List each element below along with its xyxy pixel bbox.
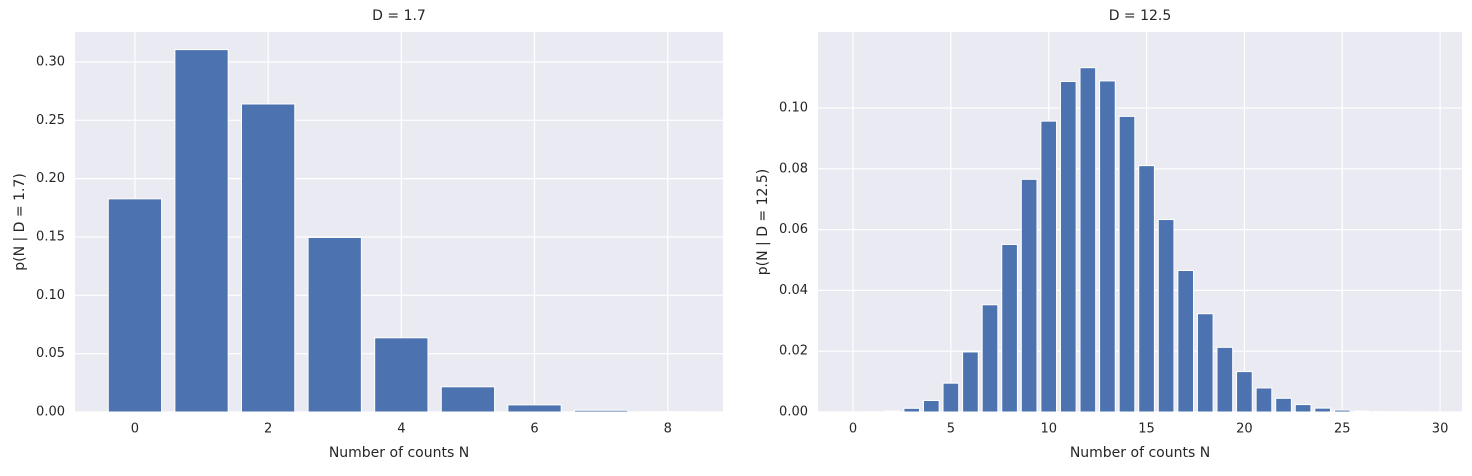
- bar: [508, 405, 561, 412]
- bar: [1256, 388, 1272, 412]
- y-tick-label: 0.10: [779, 101, 808, 116]
- bar: [1197, 314, 1213, 412]
- bar: [1021, 179, 1037, 412]
- x-tick-label: 20: [1236, 422, 1253, 437]
- x-tick-label: 15: [1138, 422, 1155, 437]
- bar: [1237, 372, 1253, 412]
- x-tick-label: 0: [849, 422, 857, 437]
- bar: [1041, 121, 1057, 412]
- y-tick-label: 0.10: [36, 288, 65, 303]
- x-tick-label: 5: [947, 422, 955, 437]
- bar: [1354, 411, 1370, 412]
- y-tick-label: 0.05: [36, 346, 65, 361]
- x-tick-label: 30: [1432, 422, 1449, 437]
- x-tick-label: 2: [264, 422, 272, 437]
- bar: [1139, 166, 1155, 412]
- bar: [1158, 220, 1174, 412]
- bar: [108, 199, 161, 412]
- bar: [308, 237, 361, 412]
- y-tick-label: 0.08: [779, 161, 808, 176]
- bar: [963, 352, 979, 412]
- bar: [1276, 398, 1292, 412]
- x-axis-label: Number of counts N: [329, 445, 469, 461]
- y-tick-label: 0.20: [36, 171, 65, 186]
- chart-title: D = 12.5: [1109, 8, 1172, 24]
- bar: [1119, 116, 1135, 412]
- x-tick-label: 10: [1040, 422, 1057, 437]
- bar: [175, 50, 228, 412]
- bar: [1334, 410, 1350, 412]
- bar: [241, 104, 294, 412]
- bar: [441, 387, 494, 412]
- y-axis-label: p(N | D = 12.5): [755, 169, 771, 275]
- bar: [1217, 347, 1233, 412]
- x-tick-label: 0: [131, 422, 139, 437]
- bar: [1295, 405, 1311, 412]
- bar: [923, 400, 939, 412]
- bar: [1315, 408, 1331, 412]
- bar: [375, 338, 428, 412]
- bar: [1080, 68, 1096, 412]
- bar: [1178, 270, 1194, 412]
- y-tick-label: 0.00: [779, 405, 808, 420]
- y-tick-label: 0.30: [36, 54, 65, 69]
- bar: [1100, 81, 1116, 412]
- y-tick-label: 0.15: [36, 229, 65, 244]
- y-tick-label: 0.06: [779, 222, 808, 237]
- y-tick-label: 0.02: [779, 344, 808, 359]
- bar: [1060, 81, 1076, 412]
- bar: [943, 383, 959, 412]
- x-tick-label: 6: [530, 422, 538, 437]
- y-axis-label: p(N | D = 1.7): [12, 173, 28, 271]
- x-tick-label: 4: [397, 422, 405, 437]
- bar: [1002, 244, 1018, 412]
- y-tick-label: 0.04: [779, 283, 808, 298]
- x-axis-label: Number of counts N: [1070, 445, 1210, 461]
- bar: [904, 408, 920, 412]
- y-tick-label: 0.00: [36, 405, 65, 420]
- y-tick-label: 0.25: [36, 113, 65, 128]
- bar: [982, 305, 998, 412]
- bar: [574, 410, 627, 412]
- x-tick-label: 8: [664, 422, 672, 437]
- x-tick-label: 25: [1334, 422, 1351, 437]
- chart-title: D = 1.7: [372, 8, 426, 24]
- bar: [884, 411, 900, 412]
